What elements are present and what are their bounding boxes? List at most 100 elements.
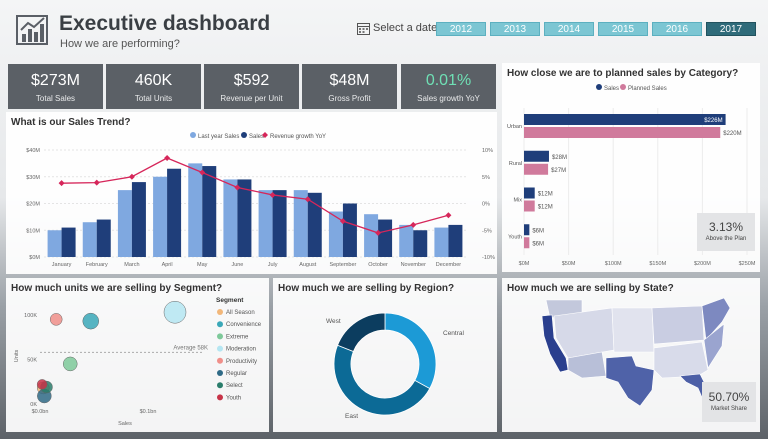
legend-dot-last-year — [190, 132, 196, 138]
legend-label-sales: Sales — [249, 134, 264, 140]
value-label-sales: $6M — [532, 228, 544, 234]
point-revenue-growth — [93, 179, 100, 186]
legend-marker-growth — [262, 132, 268, 138]
year-button-2016[interactable]: 2016 — [652, 22, 702, 36]
value-label-planned: $12M — [538, 205, 553, 211]
value-label-sales: $226M — [704, 118, 722, 124]
donut-slice — [337, 312, 386, 353]
date-selector-label: Select a date: — [373, 22, 441, 34]
bar-sales — [202, 166, 217, 257]
x-tick-label: August — [299, 262, 317, 268]
kpi-label: Total Sales — [35, 94, 76, 103]
year-button-2017[interactable]: 2017 — [706, 22, 756, 36]
year-button-2012[interactable]: 2012 — [436, 22, 486, 36]
bar-sales — [524, 187, 535, 199]
sales-trend-panel: What is our Sales Trend? Last year Sales… — [6, 112, 497, 274]
market-share-value: 50.70% — [708, 390, 750, 404]
x-tick-label: November — [401, 262, 427, 268]
map-southwest[interactable] — [567, 351, 607, 379]
legend-label-planned: Planned Sales — [628, 86, 667, 92]
x-tick-label: June — [231, 262, 243, 268]
bar-sales — [96, 219, 111, 257]
x-tick-label: February — [86, 262, 108, 268]
bar-planned-sales — [524, 163, 549, 175]
kpi-total-units: 460K Total Units — [106, 64, 201, 109]
y2-tick-label: -5% — [482, 228, 492, 234]
x-tick-label: $0.1bn — [140, 409, 157, 415]
point-revenue-growth — [304, 196, 311, 203]
bar-planned-sales — [524, 237, 530, 249]
kpi-total-sales: $273M Total Sales — [8, 64, 103, 109]
kpi-value: 460K — [134, 72, 173, 89]
point-revenue-growth — [58, 180, 65, 187]
x-tick-label: April — [162, 262, 173, 268]
bar-sales — [448, 224, 463, 257]
bar-last-year-sales — [188, 163, 203, 257]
y-tick-label: $30M — [26, 175, 40, 181]
kpi-value: 0.01% — [425, 72, 472, 89]
map-northeast[interactable] — [701, 297, 731, 341]
bar-last-year-sales — [153, 176, 168, 257]
legend-label: Moderation — [226, 347, 256, 353]
region-label: West — [326, 318, 341, 325]
bar-sales — [272, 190, 287, 257]
value-label-planned: $220M — [723, 131, 741, 137]
y-tick-label: 0K — [30, 402, 37, 408]
bar-sales — [167, 168, 182, 257]
bar-last-year-sales — [47, 230, 62, 257]
bar-sales — [237, 179, 252, 257]
us-map[interactable] — [502, 278, 760, 432]
y-tick-label: 50K — [27, 357, 37, 363]
year-button-2015[interactable]: 2015 — [598, 22, 648, 36]
segment-legend-title: Segment — [216, 297, 244, 304]
y2-tick-label: -10% — [482, 255, 495, 261]
point-revenue-growth — [445, 212, 452, 219]
legend-label-growth: Revenue growth YoY — [270, 134, 326, 140]
year-button-2013[interactable]: 2013 — [490, 22, 540, 36]
calendar-icon — [357, 23, 370, 35]
map-east[interactable] — [703, 323, 725, 369]
bar-last-year-sales — [258, 190, 273, 257]
kpi-revenue-per-unit: $592 Revenue per Unit — [204, 64, 299, 109]
bar-sales — [307, 192, 322, 257]
point-revenue-growth — [234, 184, 241, 191]
map-southeast[interactable] — [653, 341, 709, 379]
y-tick-label: 100K — [24, 313, 37, 319]
legend-dot-sales — [241, 132, 247, 138]
bar-sales — [131, 182, 146, 257]
above-plan-card: 3.13% Above the Plan — [697, 213, 755, 251]
bar-last-year-sales — [117, 190, 132, 257]
point-revenue-growth — [410, 221, 417, 228]
category-label: Urban — [507, 124, 522, 130]
legend-label: Convenience — [226, 322, 262, 328]
legend-dot — [217, 309, 223, 315]
bar-planned-sales — [524, 127, 721, 138]
point-revenue-growth — [164, 155, 171, 162]
scatter-point — [62, 356, 78, 372]
bar-sales — [378, 219, 393, 257]
point-revenue-growth — [339, 218, 346, 225]
x-tick-label: $250M — [739, 261, 756, 267]
map-texas[interactable] — [605, 355, 655, 407]
x-tick-label: $200M — [694, 261, 711, 267]
y2-tick-label: 5% — [482, 175, 490, 181]
market-share-label: Market Share — [710, 406, 747, 412]
value-label-sales: $12M — [538, 192, 553, 198]
map-mountain[interactable] — [553, 307, 615, 359]
bar-last-year-sales — [364, 214, 379, 257]
legend-label-sales: Sales — [604, 86, 619, 92]
map-plains[interactable] — [611, 307, 655, 353]
state-title: How much we are selling by State? — [507, 283, 674, 294]
legend-label: Select — [226, 383, 243, 389]
legend-dot — [217, 370, 223, 376]
map-midwest[interactable] — [651, 305, 705, 345]
kpi-sales-growth: 0.01% Sales growth YoY — [401, 64, 496, 109]
bar-last-year-sales — [328, 211, 343, 257]
value-label-planned: $6M — [532, 241, 544, 247]
legend-label-last-year: Last year Sales — [198, 134, 239, 140]
y-tick-label: $20M — [26, 202, 40, 208]
kpi-label: Total Units — [134, 94, 173, 103]
year-button-2014[interactable]: 2014 — [544, 22, 594, 36]
scatter-point — [49, 313, 63, 326]
segment-panel: How much units we are selling by Segment… — [6, 278, 269, 432]
